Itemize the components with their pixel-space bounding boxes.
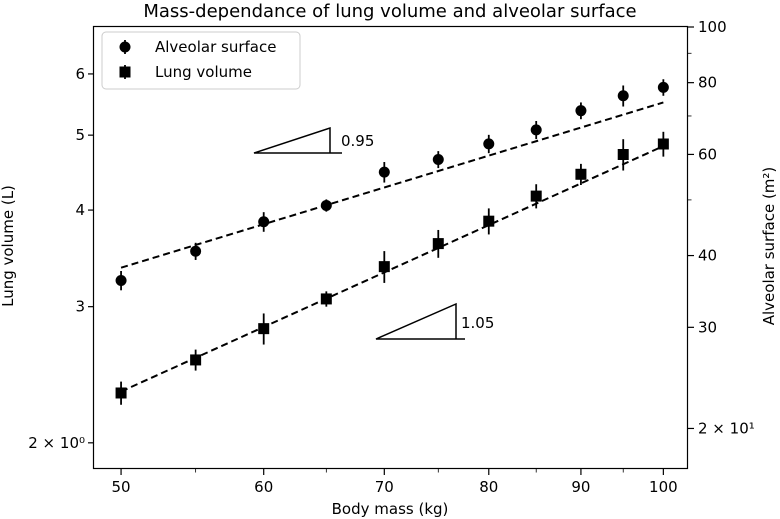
data-point-circle bbox=[575, 105, 587, 117]
fit-line bbox=[120, 145, 664, 393]
y-right-tick-label: 100 bbox=[698, 18, 727, 36]
slope-annotation-1: 0.95 bbox=[253, 126, 374, 154]
y-axis-right-label: Alveolar surface (m²) bbox=[760, 167, 778, 326]
slope-annotation-2: 1.05 bbox=[375, 302, 494, 340]
x-ticks: 50 60 70 80 90 100 bbox=[112, 469, 678, 496]
x-tick-label: 100 bbox=[649, 478, 678, 496]
slope-triangle-2 bbox=[375, 302, 465, 340]
y-left-ticks: 2 × 10⁰ 3 4 5 6 bbox=[28, 65, 94, 452]
data-point-circle bbox=[617, 90, 629, 102]
legend-marker-alveolar bbox=[119, 40, 131, 54]
plot-frame bbox=[92, 25, 689, 470]
data-points bbox=[115, 79, 669, 405]
legend-label-lung: Lung volume bbox=[155, 63, 252, 81]
legend-box bbox=[101, 31, 301, 90]
slope-label-2: 1.05 bbox=[461, 314, 494, 332]
y-right-tick-label: 40 bbox=[698, 247, 717, 265]
legend-label-alveolar: Alveolar surface bbox=[155, 38, 276, 56]
y-left-tick-label: 2 × 10⁰ bbox=[28, 434, 85, 452]
data-point-square bbox=[657, 138, 669, 150]
x-tick-label: 50 bbox=[112, 478, 131, 496]
data-point-square bbox=[115, 387, 127, 399]
y-right-tick-label: 2 × 10¹ bbox=[698, 419, 755, 437]
x-tick-label: 60 bbox=[254, 478, 273, 496]
data-point-square bbox=[432, 238, 444, 250]
data-point-square bbox=[378, 261, 390, 273]
slope-label-1: 0.95 bbox=[341, 132, 374, 150]
x-axis-label: Body mass (kg) bbox=[332, 500, 449, 518]
data-point-square bbox=[190, 354, 202, 366]
data-point-circle bbox=[657, 81, 669, 93]
fit-lines bbox=[120, 101, 664, 393]
data-point-square bbox=[575, 168, 587, 180]
legend: Alveolar surface Lung volume bbox=[101, 31, 301, 90]
data-point-circle bbox=[115, 274, 127, 286]
y-axis-left-label: Lung volume (L) bbox=[0, 185, 17, 307]
data-point-circle bbox=[320, 199, 332, 211]
chart-title: Mass-dependance of lung volume and alveo… bbox=[143, 1, 636, 22]
data-point-circle bbox=[483, 138, 495, 150]
y-right-tick-label: 60 bbox=[698, 145, 717, 163]
y-right-tick-label: 30 bbox=[698, 318, 717, 336]
data-point-square bbox=[530, 190, 542, 202]
data-point-square bbox=[258, 323, 270, 335]
data-point-square bbox=[483, 215, 495, 227]
y-right-tick-label: 80 bbox=[698, 74, 717, 92]
x-tick-label: 80 bbox=[479, 478, 498, 496]
data-point-circle bbox=[432, 153, 444, 165]
data-point-square bbox=[617, 149, 629, 161]
fit-line bbox=[120, 101, 664, 269]
slope-triangle-1 bbox=[253, 126, 342, 154]
y-right-ticks: 2 × 10¹ 30 40 60 80 100 bbox=[688, 18, 755, 437]
legend-marker-lung bbox=[119, 65, 131, 79]
data-point-circle bbox=[258, 216, 270, 228]
y-left-tick-label: 5 bbox=[75, 126, 85, 144]
data-point-circle bbox=[378, 166, 390, 178]
data-point-circle bbox=[190, 245, 202, 257]
x-tick-label: 90 bbox=[571, 478, 590, 496]
data-point-square bbox=[320, 293, 332, 305]
y-left-tick-label: 4 bbox=[75, 201, 85, 219]
y-left-tick-label: 6 bbox=[75, 65, 85, 83]
y-left-tick-label: 3 bbox=[75, 298, 85, 316]
x-tick-label: 70 bbox=[375, 478, 394, 496]
data-point-circle bbox=[530, 124, 542, 136]
